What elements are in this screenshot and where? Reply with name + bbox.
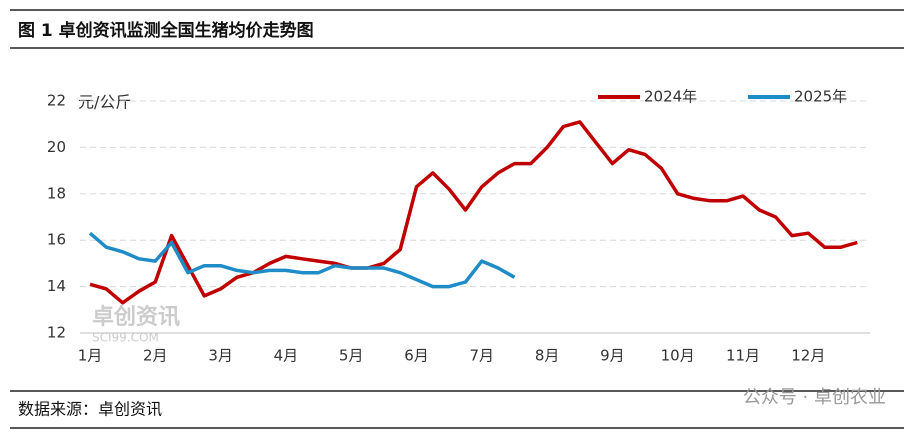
x-tick-label: 3月	[208, 347, 233, 365]
legend-label: 2024年	[644, 88, 697, 106]
x-tick-label: 11月	[726, 347, 760, 365]
x-tick-label: 8月	[535, 347, 560, 365]
watermark-sub: SCI99.COM	[92, 331, 159, 345]
y-unit: 元/公斤	[78, 93, 131, 112]
x-tick-label: 1月	[78, 347, 103, 365]
x-tick-label: 4月	[274, 347, 299, 365]
source: 数据来源：卓创资讯	[18, 400, 162, 419]
x-tick-label: 9月	[600, 347, 625, 365]
x-tick-label: 7月	[470, 347, 495, 365]
x-tick-label: 5月	[339, 347, 364, 365]
badge: 公众号 · 卓创农业	[743, 387, 886, 408]
x-tick-label: 2月	[143, 347, 168, 365]
y-tick-label: 14	[47, 277, 66, 295]
y-tick-label: 22	[47, 92, 66, 110]
y-tick-label: 18	[47, 184, 66, 202]
x-tick-label: 12月	[791, 347, 825, 365]
x-tick-label: 6月	[404, 347, 429, 365]
series-line	[89, 120, 858, 305]
series-line	[88, 231, 516, 289]
x-tick-label: 10月	[661, 347, 695, 365]
legend-label: 2025年	[794, 88, 847, 106]
watermark: 卓创资讯	[92, 305, 180, 330]
y-tick-label: 12	[47, 324, 66, 342]
title: 图 1 卓创资讯监测全国生猪均价走势图	[18, 20, 314, 41]
y-tick-label: 20	[47, 138, 66, 156]
y-tick-label: 16	[47, 231, 66, 249]
